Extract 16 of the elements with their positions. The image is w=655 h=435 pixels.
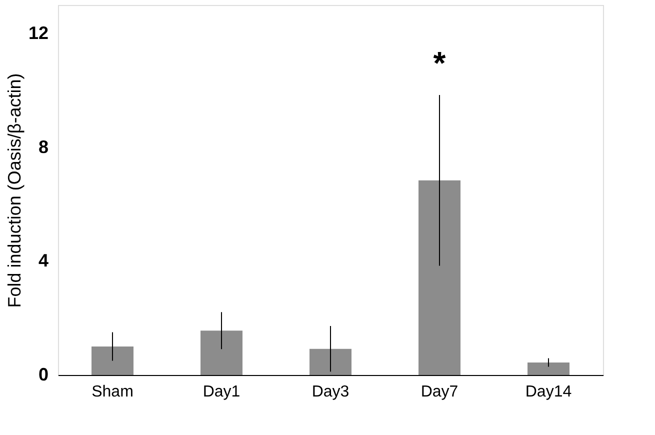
x-tick-label: Day1 xyxy=(202,384,240,400)
x-tick-label: Day14 xyxy=(525,384,572,400)
y-tick-label: 8 xyxy=(38,136,48,157)
bar xyxy=(200,330,242,375)
bar xyxy=(528,362,570,375)
y-tick-label: 4 xyxy=(38,250,48,271)
bar xyxy=(418,180,460,375)
y-tick-label: 12 xyxy=(28,22,48,43)
annotation: * xyxy=(433,44,446,81)
bar xyxy=(310,348,352,375)
bar xyxy=(92,346,134,375)
x-tick-label: Sham xyxy=(92,384,134,400)
y-tick-label: 0 xyxy=(38,364,48,384)
x-tick-label: Day3 xyxy=(312,384,350,400)
x-tick-label: Day7 xyxy=(420,384,458,400)
y-axis-title: Fold induction (Oasis/β-actin) xyxy=(4,73,24,308)
